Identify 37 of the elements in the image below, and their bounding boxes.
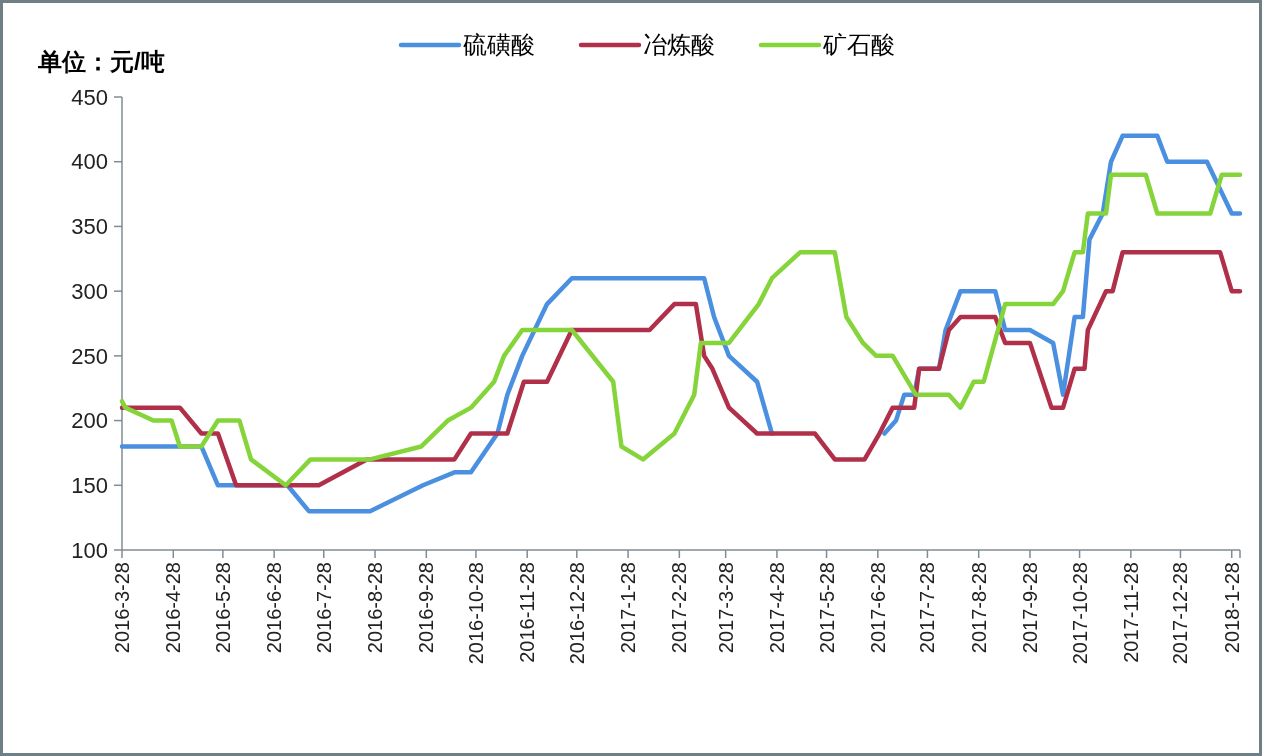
- y-tick-label: 250: [71, 343, 108, 369]
- x-tick-label: 2017-7-28: [916, 562, 939, 654]
- x-tick-label: 2016-11-28: [516, 562, 539, 663]
- line-series: [119, 172, 1243, 488]
- x-tick-label: 2016-12-28: [565, 562, 588, 665]
- y-axis-title: 单位：元/吨: [37, 48, 165, 75]
- legend-label: 矿石酸: [822, 31, 895, 59]
- x-tick-label: 2017-10-28: [1068, 562, 1091, 665]
- x-tick-label: 2017-1-28: [617, 562, 640, 654]
- x-tick-label: 2017-2-28: [668, 562, 691, 654]
- x-tick-label: 2016-9-28: [415, 562, 438, 654]
- x-tick-label: 2017-3-28: [714, 562, 737, 654]
- y-tick-label: 100: [71, 537, 108, 563]
- x-tick-label: 2017-6-28: [866, 562, 889, 654]
- x-tick-label: 2017-12-28: [1169, 562, 1192, 665]
- x-tick-label: 2016-6-28: [263, 562, 286, 654]
- y-tick-label: 400: [71, 149, 108, 175]
- x-tick-label: 2016-4-28: [162, 562, 185, 654]
- x-tick-label: 2016-10-28: [464, 562, 487, 665]
- y-tick-label: 450: [71, 84, 108, 110]
- x-tick-label: 2017-5-28: [815, 562, 838, 654]
- x-tick-label: 2018-1-28: [1220, 562, 1243, 654]
- x-tick-label: 2017-11-28: [1119, 562, 1142, 663]
- x-tick-label: 2016-5-28: [211, 562, 234, 654]
- y-tick-label: 200: [71, 408, 108, 434]
- legend-label: 冶炼酸: [643, 31, 715, 59]
- x-tick-label: 2016-7-28: [312, 562, 335, 654]
- x-tick-label: 2016-8-28: [364, 562, 387, 654]
- line-series: [119, 250, 1243, 488]
- y-tick-label: 300: [71, 278, 108, 304]
- y-tick-label: 150: [71, 472, 108, 498]
- y-tick-label: 350: [71, 214, 108, 240]
- x-tick-label: 2017-8-28: [967, 562, 990, 654]
- x-tick-label: 2017-4-28: [765, 562, 788, 654]
- legend-label: 硫磺酸: [463, 31, 535, 59]
- x-tick-label: 2017-9-28: [1018, 562, 1041, 654]
- x-tick-label: 2016-3-28: [111, 562, 133, 654]
